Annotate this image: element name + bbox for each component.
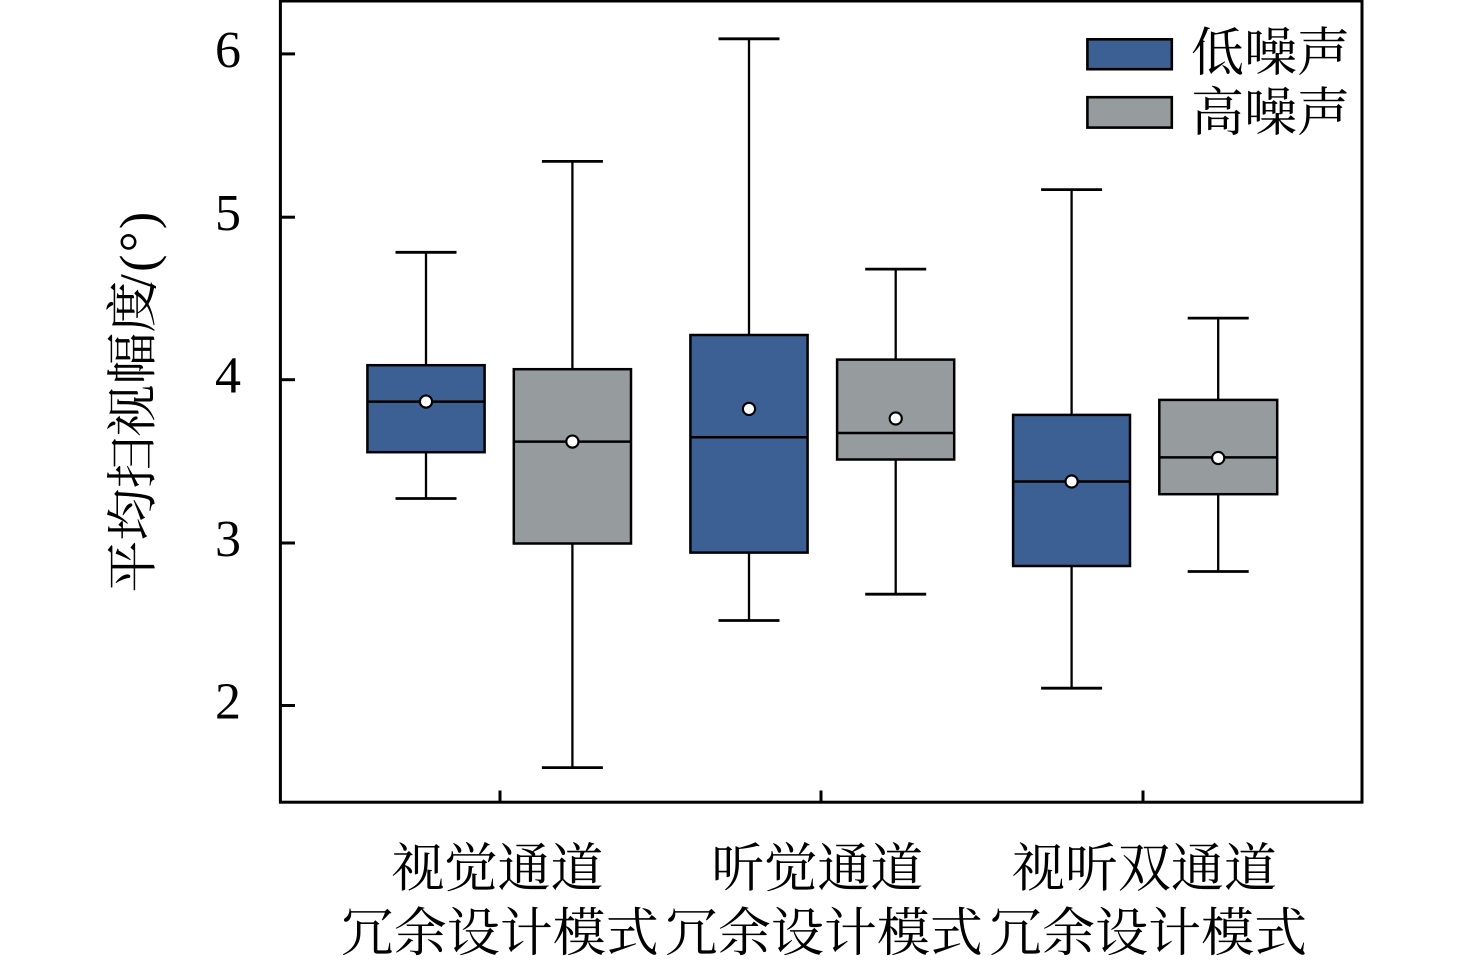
svg-text:3: 3 — [215, 511, 241, 568]
svg-text:2: 2 — [215, 674, 241, 731]
svg-text:6: 6 — [215, 22, 241, 79]
svg-text:5: 5 — [215, 185, 241, 242]
svg-text:/(°): /(°) — [111, 210, 168, 289]
svg-text:4: 4 — [215, 348, 241, 405]
